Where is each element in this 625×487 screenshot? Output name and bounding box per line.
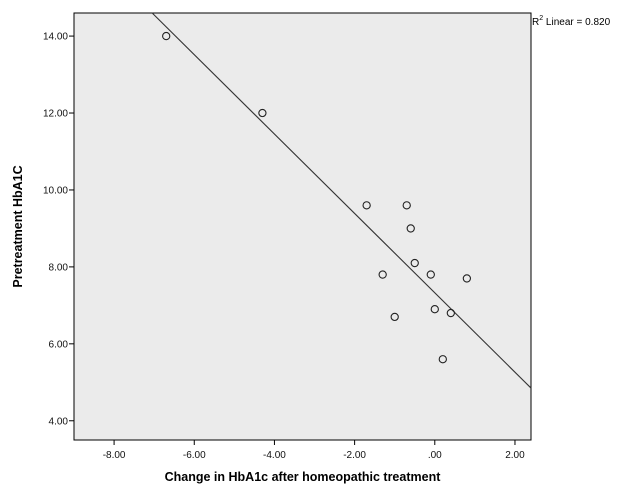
data-point xyxy=(410,258,419,268)
data-point xyxy=(446,308,455,318)
r-squared-text: Linear = 0.820 xyxy=(543,17,610,28)
x-axis-title: Change in HbA1c after homeopathic treatm… xyxy=(165,470,442,484)
data-point xyxy=(426,270,435,279)
data-point xyxy=(402,201,411,210)
r-squared-superscript: 2 xyxy=(539,15,543,22)
regression-line xyxy=(151,12,532,389)
y-tick-label: 4.00 xyxy=(49,416,69,427)
r-squared-prefix: R xyxy=(532,17,539,28)
y-tick-label: 14.00 xyxy=(43,32,68,43)
data-point xyxy=(462,274,472,283)
y-tick-label: 12.00 xyxy=(43,109,68,120)
data-point xyxy=(430,305,439,314)
y-tick-label: 8.00 xyxy=(49,262,69,273)
x-tick-label: -6.00 xyxy=(183,450,206,461)
y-tick-label: 6.00 xyxy=(49,339,69,350)
data-point xyxy=(406,224,415,233)
data-point xyxy=(162,31,171,41)
r-squared-annotation: R2 Linear = 0.820 xyxy=(532,15,611,28)
data-point xyxy=(258,108,267,118)
plot-area xyxy=(73,12,532,441)
data-point xyxy=(362,201,371,210)
x-tick-label: .00 xyxy=(428,450,442,461)
x-tick-label: -4.00 xyxy=(263,450,286,461)
y-tick-label: 10.00 xyxy=(43,185,68,196)
x-tick-label: -2.00 xyxy=(343,450,366,461)
data-point xyxy=(378,270,387,279)
x-tick-label: -8.00 xyxy=(103,450,126,461)
y-axis-title: Pretreatment HbA1C xyxy=(11,165,25,287)
x-tick-label: 2.00 xyxy=(505,450,525,461)
data-point xyxy=(390,312,399,322)
data-point xyxy=(438,355,447,364)
